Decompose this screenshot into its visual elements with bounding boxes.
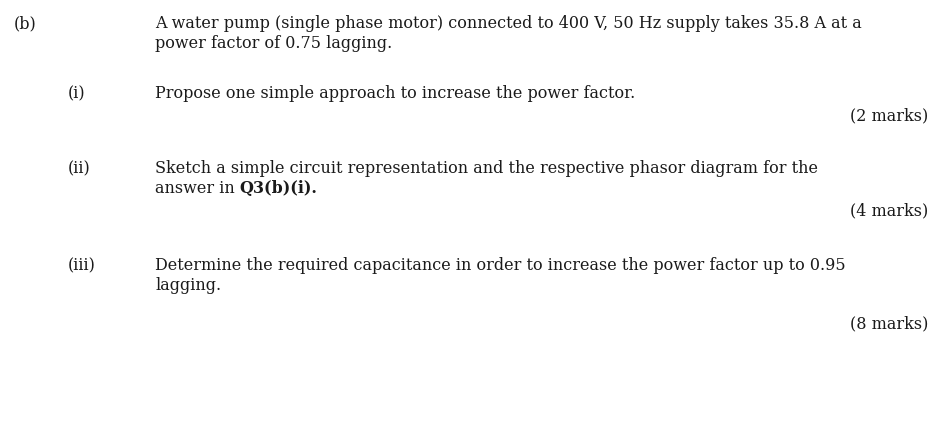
Text: (8 marks): (8 marks)	[850, 315, 928, 332]
Text: (iii): (iii)	[68, 257, 96, 274]
Text: (b): (b)	[14, 15, 37, 32]
Text: Sketch a simple circuit representation and the respective phasor diagram for the: Sketch a simple circuit representation a…	[155, 160, 818, 177]
Text: (4 marks): (4 marks)	[850, 202, 928, 219]
Text: (ii): (ii)	[68, 160, 91, 177]
Text: answer in: answer in	[155, 180, 240, 197]
Text: lagging.: lagging.	[155, 277, 221, 294]
Text: Determine the required capacitance in order to increase the power factor up to 0: Determine the required capacitance in or…	[155, 257, 846, 274]
Text: (i): (i)	[68, 85, 86, 102]
Text: power factor of 0.75 lagging.: power factor of 0.75 lagging.	[155, 35, 393, 52]
Text: Propose one simple approach to increase the power factor.: Propose one simple approach to increase …	[155, 85, 635, 102]
Text: (2 marks): (2 marks)	[850, 107, 928, 124]
Text: Q3(b)(i).: Q3(b)(i).	[240, 180, 318, 197]
Text: A water pump (single phase motor) connected to 400 V, 50 Hz supply takes 35.8 A : A water pump (single phase motor) connec…	[155, 15, 862, 32]
